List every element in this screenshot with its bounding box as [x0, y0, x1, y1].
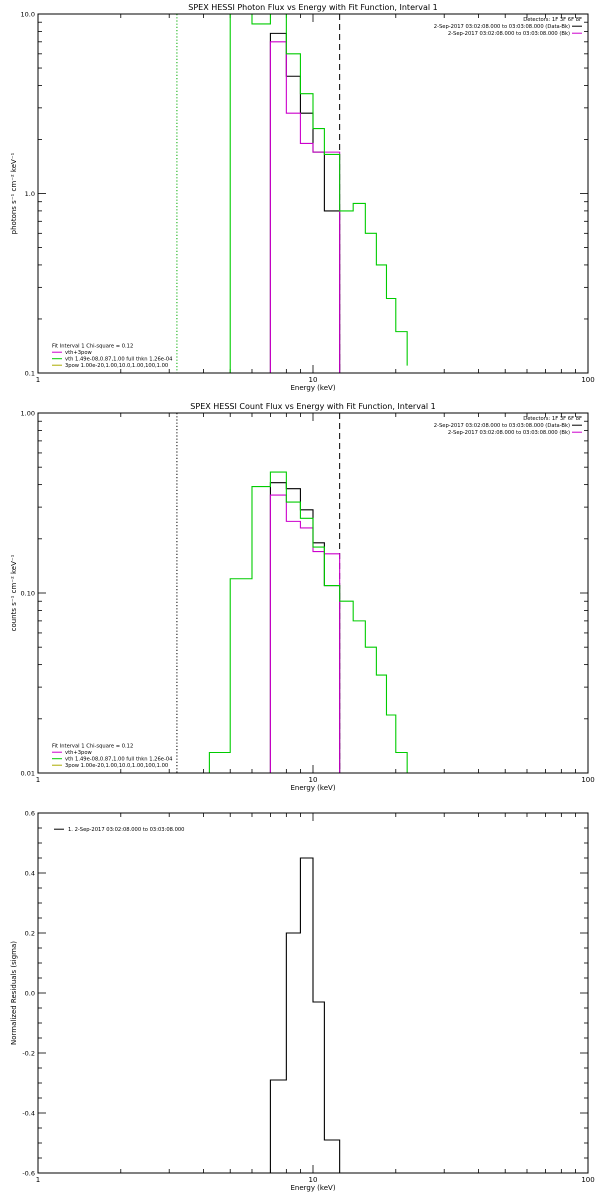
legend-entry: 2-Sep-2017 03:02:08.000 to 03:03:08.000 …: [448, 31, 570, 37]
legend-entry: vth 1.49e-08,0.87,1.00 full thkn 1.26e-0…: [65, 357, 173, 363]
chart-title: SPEX HESSI Photon Flux vs Energy with Fi…: [188, 3, 438, 12]
y-tick-label: 0.6: [25, 810, 35, 818]
series-3-step-line: [229, 14, 408, 373]
plot-frame: [37, 812, 589, 1174]
x-tick-label: 100: [581, 376, 594, 384]
x-tick-label: 100: [581, 1176, 594, 1184]
legend-entry: Fit Interval 1 Chi-square = 0.12: [52, 744, 133, 750]
x-tick-label: 10: [309, 1176, 318, 1184]
x-tick-label: 1: [36, 776, 40, 784]
series-3-step-line: [208, 471, 408, 773]
series-2-step-line: [269, 41, 341, 373]
x-axis-label: Energy (keV): [290, 1184, 335, 1192]
legend-entry: vth+3pow: [65, 750, 93, 756]
y-axis-label: photons s⁻¹ cm⁻² keV⁻¹: [10, 152, 18, 234]
legend-entry: 3pow 1.00e-20,1.00,10.0,1.00,100,1.00: [65, 363, 168, 369]
y-tick-label: 0.10: [21, 590, 35, 598]
series-2-step-line: [269, 494, 341, 773]
x-axis-label: Energy (keV): [290, 384, 335, 392]
legend-entry: Detectors: 1F 3F 6F 8F: [523, 416, 582, 422]
plot-frame: [37, 412, 589, 774]
y-tick-label: 1.00: [21, 410, 35, 418]
chart-panel-2: SPEX HESSI Count Flux vs Energy with Fit…: [10, 402, 595, 792]
legend-entry: Detectors: 1F 3F 6F 8F: [523, 17, 582, 23]
series-1-step-line: [269, 32, 341, 373]
x-tick-label: 10: [309, 376, 318, 384]
y-tick-label: -0.6: [22, 1170, 35, 1178]
y-tick-label: 0.0: [25, 990, 35, 998]
y-axis-label: counts s⁻¹ cm⁻² keV⁻¹: [10, 554, 18, 631]
legend-entry: 2-Sep-2017 03:02:08.000 to 03:03:08.000 …: [434, 423, 570, 429]
legend-entry: Fit Interval 1 Chi-square = 0.12: [52, 344, 133, 350]
y-tick-label: 1.0: [25, 190, 35, 198]
x-tick-label: 1: [36, 1176, 40, 1184]
y-tick-label: 0.2: [25, 930, 35, 938]
x-tick-label: 1: [36, 376, 40, 384]
legend-entry: 1. 2-Sep-2017 03:02:08.000 to 03:03:08.0…: [68, 827, 184, 833]
y-tick-label: 0.1: [25, 370, 35, 378]
legend-entry: 2-Sep-2017 03:02:08.000 to 03:03:08.000 …: [448, 430, 570, 436]
legend-entry: vth 1.49e-08,0.87,1.00 full thkn 1.26e-0…: [65, 757, 173, 763]
chart-title: SPEX HESSI Count Flux vs Energy with Fit…: [190, 402, 435, 411]
plot-frame: [37, 13, 589, 374]
x-tick-label: 10: [309, 776, 318, 784]
y-tick-label: -0.2: [22, 1050, 35, 1058]
legend-entry: 3pow 1.00e-20,1.00,10.0,1.00,100,1.00: [65, 763, 168, 769]
y-tick-label: 0.01: [21, 770, 35, 778]
x-tick-label: 100: [581, 776, 594, 784]
series-1-step-line: [269, 857, 341, 1173]
chart-panel-3: 1 10 100 Energy (keV) -0.6 -0.4 -0.2 0.0 0.2 0.4 0…: [10, 810, 595, 1193]
legend-entry: vth+3pow: [65, 350, 93, 356]
y-tick-label: -0.4: [22, 1110, 35, 1118]
x-axis-label: Energy (keV): [290, 784, 335, 792]
legend-entry: 2-Sep-2017 03:02:08.000 to 03:03:08.000 …: [434, 24, 570, 30]
y-tick-label: 10.0: [21, 11, 35, 19]
y-tick-label: 0.4: [25, 870, 35, 878]
chart-panel-1: SPEX HESSI Photon Flux vs Energy with Fi…: [10, 3, 595, 392]
y-axis-label: Normalized Residuals (sigma): [10, 941, 18, 1045]
